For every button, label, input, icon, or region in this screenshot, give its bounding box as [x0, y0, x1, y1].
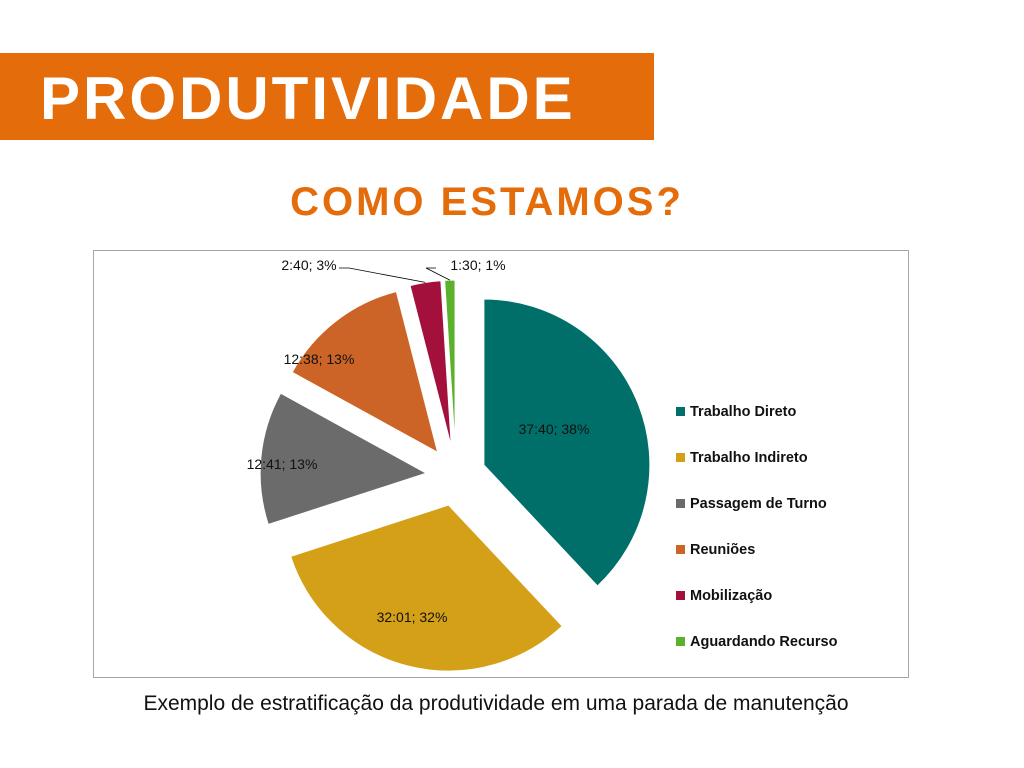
page-title: PRODUTIVIDADE — [40, 65, 576, 132]
legend-label: Aguardando Recurso — [690, 634, 838, 650]
legend-label: Reuniões — [690, 542, 755, 558]
data-label: 32:01; 32% — [377, 609, 448, 625]
pie-slice — [259, 392, 428, 526]
data-label: 12:38; 13% — [284, 351, 355, 367]
legend-swatch — [676, 407, 685, 416]
data-label: 1:30; 1% — [450, 257, 505, 273]
data-label: 2:40; 3% — [281, 257, 336, 273]
pie-slice — [483, 298, 651, 587]
legend-swatch — [676, 637, 685, 646]
title-banner — [0, 53, 654, 140]
leader-line — [425, 267, 451, 281]
legend-label: Trabalho Indireto — [690, 450, 808, 466]
pie-slice — [290, 504, 563, 672]
legend-swatch — [676, 591, 685, 600]
legend-label: Passagem de Turno — [690, 496, 827, 512]
legend-swatch — [676, 545, 685, 554]
pie-slice — [291, 290, 439, 454]
legend-swatch — [676, 453, 685, 462]
legend-label: Trabalho Direto — [690, 404, 796, 420]
data-label: 37:40; 38% — [519, 421, 590, 437]
data-label: 12:41; 13% — [247, 456, 318, 472]
leader-line — [339, 267, 426, 283]
page-subtitle: COMO ESTAMOS? — [290, 180, 684, 224]
pie-chart: 37:40; 38% 32:01; 32% 12:41; 13% 12:38; 13%… — [247, 257, 838, 672]
legend-label: Mobilização — [690, 588, 772, 604]
chart-frame: 37:40; 38% 32:01; 32% 12:41; 13% 12:38; 13%… — [93, 250, 909, 678]
legend-swatch — [676, 499, 685, 508]
chart-caption: Exemplo de estratificação da produtivida… — [143, 692, 849, 715]
